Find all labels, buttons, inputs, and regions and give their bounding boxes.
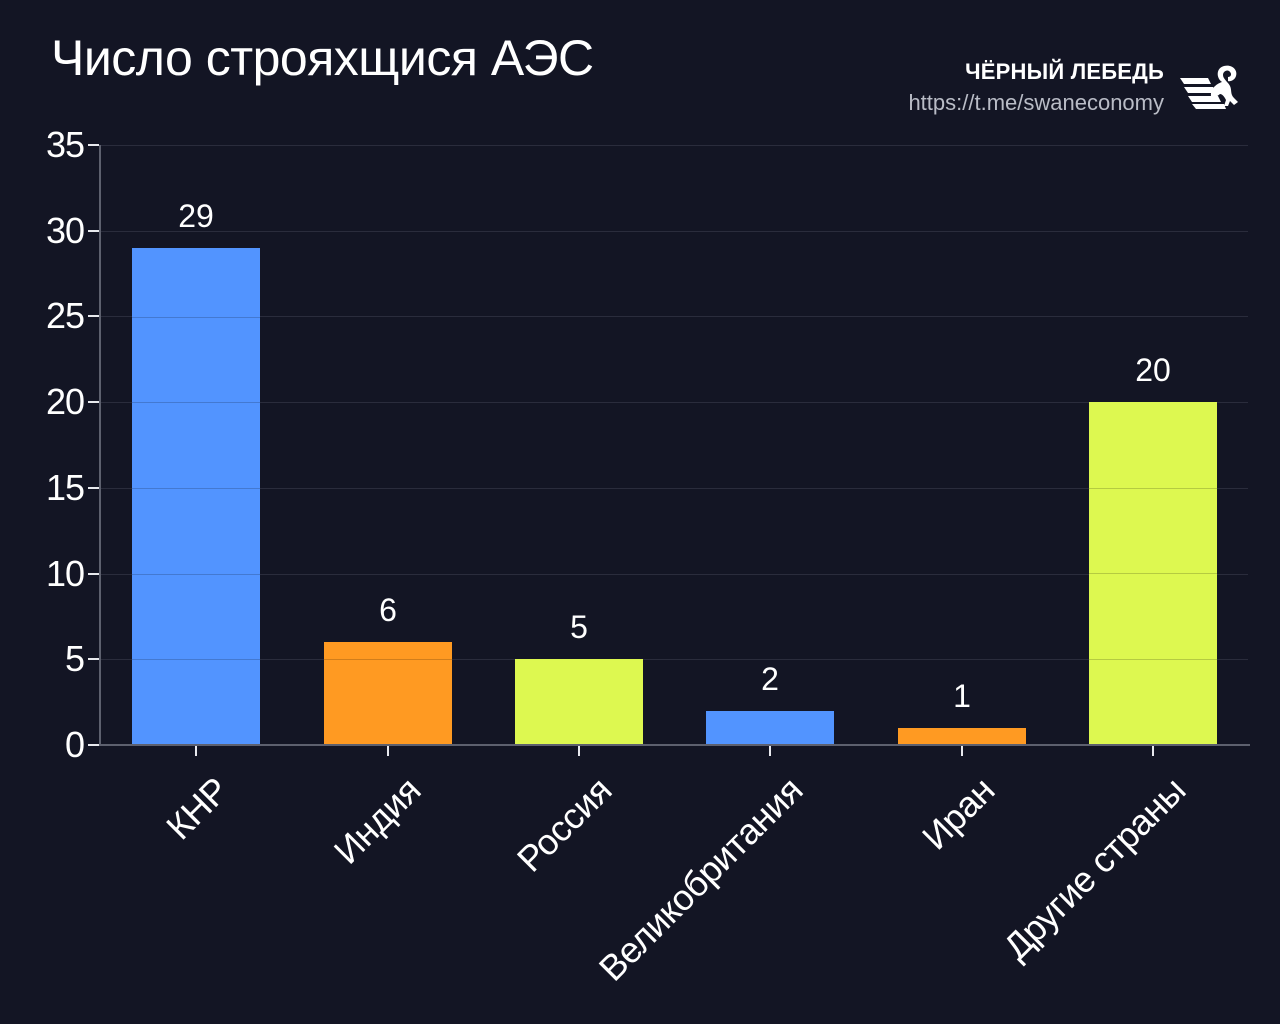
y-tick-mark <box>88 230 99 232</box>
x-axis-line <box>99 744 1250 746</box>
y-tick-mark <box>88 658 99 660</box>
x-tick-mark <box>578 746 580 756</box>
gridline <box>100 231 1248 232</box>
bar-gridline <box>1089 488 1217 489</box>
x-tick-label: Индия <box>325 769 429 872</box>
x-tick-mark <box>961 746 963 756</box>
swan-logo-icon <box>1180 65 1238 109</box>
bar-value-label: 6 <box>379 592 397 628</box>
y-axis-line <box>99 145 101 745</box>
bar-gridline <box>132 402 260 403</box>
bar-gridline <box>132 659 260 660</box>
bar-value-label: 29 <box>178 198 214 234</box>
bar-value-label: 5 <box>570 609 588 645</box>
bar-2[interactable] <box>324 642 452 745</box>
y-tick-mark <box>88 144 99 146</box>
brand-url-link[interactable]: https://t.me/swaneconomy <box>908 90 1164 115</box>
y-tick-label: 5 <box>64 638 85 679</box>
bar-value-label: 1 <box>953 678 971 714</box>
y-tick-mark <box>88 401 99 403</box>
x-tick-mark <box>1152 746 1154 756</box>
x-tick-mark <box>769 746 771 756</box>
gridline <box>100 488 1248 489</box>
y-tick-label: 25 <box>45 295 85 336</box>
x-tick-label: Великобритания <box>590 769 811 989</box>
bar-gridline <box>132 488 260 489</box>
gridline <box>100 402 1248 403</box>
y-tick-label: 35 <box>45 124 85 165</box>
gridline <box>100 574 1248 575</box>
gridline <box>100 316 1248 317</box>
y-tick-label: 30 <box>45 210 85 251</box>
y-tick-mark <box>88 315 99 317</box>
y-tick-label: 0 <box>64 724 85 765</box>
chart-title: Число строяхщися АЭС <box>51 30 594 86</box>
x-tick-mark <box>195 746 197 756</box>
gridline <box>100 145 1248 146</box>
y-tick-mark <box>88 487 99 489</box>
y-tick-label: 10 <box>45 553 85 594</box>
bar-1[interactable] <box>132 248 260 745</box>
bar-gridline <box>324 659 452 660</box>
bar-gridline <box>132 574 260 575</box>
bar-5[interactable] <box>898 728 1026 745</box>
x-tick-label: Иран <box>914 769 1003 858</box>
brand-name: ЧЁРНЫЙ ЛЕБЕДЬ <box>965 59 1164 84</box>
x-tick-label: Другие страны <box>995 769 1194 968</box>
bar-4[interactable] <box>706 711 834 745</box>
bar-value-label: 20 <box>1135 352 1171 388</box>
x-tick-mark <box>387 746 389 756</box>
bar-6[interactable] <box>1089 402 1217 745</box>
y-tick-mark <box>88 744 99 746</box>
x-tick-label: Россия <box>508 769 620 880</box>
bar-3[interactable] <box>515 659 643 745</box>
bar-gridline <box>132 317 260 318</box>
y-tick-mark <box>88 573 99 575</box>
x-tick-label: КНР <box>158 769 237 848</box>
bar-value-label: 2 <box>761 661 779 697</box>
y-tick-label: 20 <box>45 381 85 422</box>
bar-gridline <box>1089 573 1217 574</box>
y-tick-label: 15 <box>45 467 85 508</box>
bar-gridline <box>1089 659 1217 660</box>
gridline <box>100 659 1248 660</box>
brand-block: ЧЁРНЫЙ ЛЕБЕДЬ https://t.me/swaneconomy <box>908 58 1164 120</box>
